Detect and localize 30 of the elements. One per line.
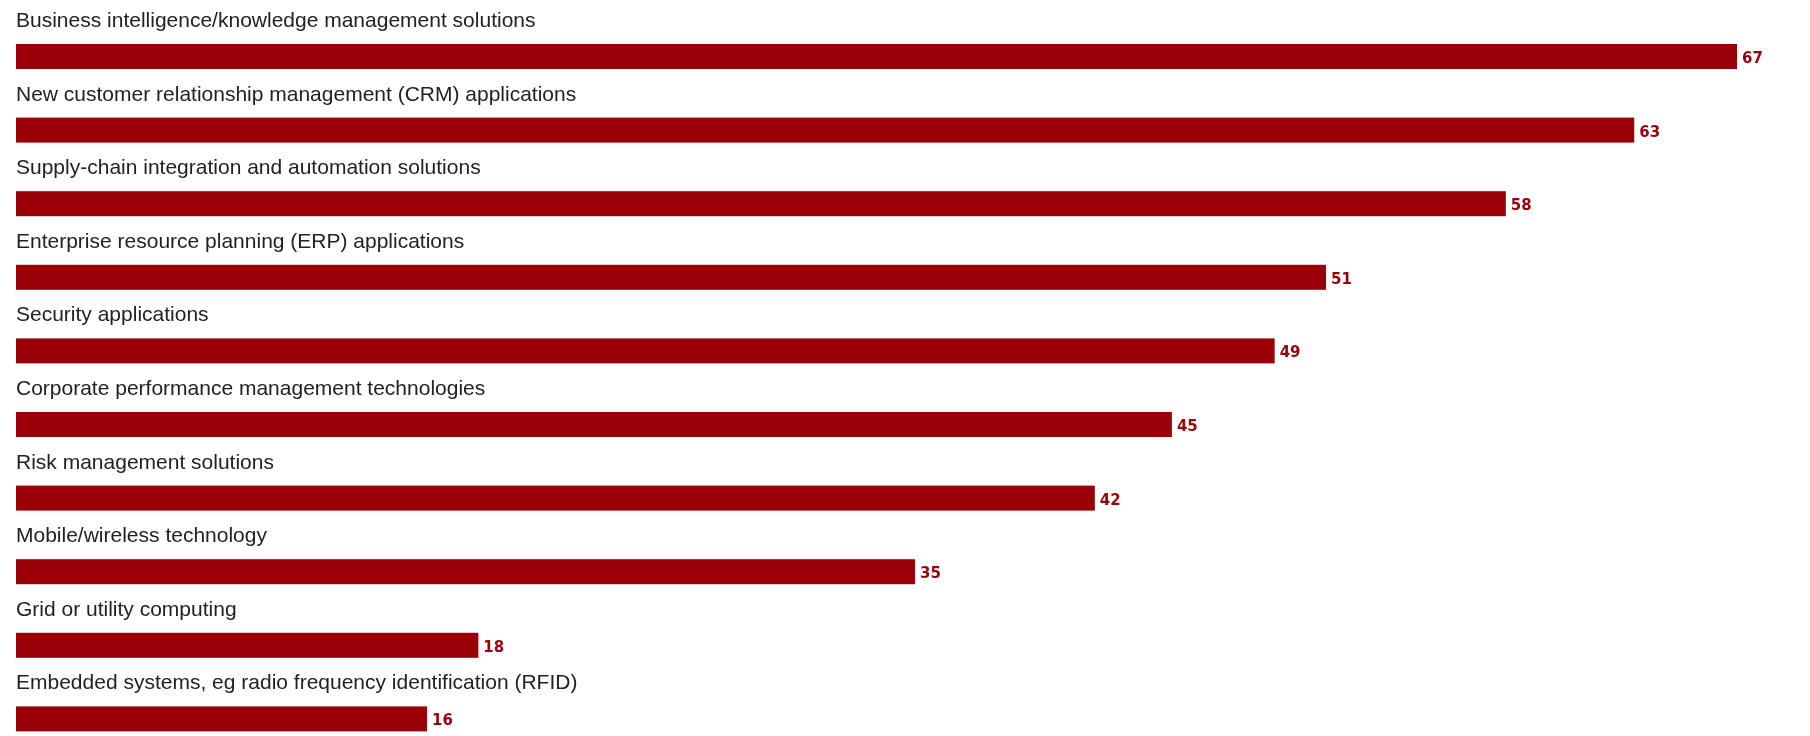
bar bbox=[16, 706, 427, 732]
data-label: 16 bbox=[431, 711, 453, 730]
bar bbox=[16, 117, 1635, 143]
bar bbox=[16, 485, 1095, 511]
bar bbox=[16, 44, 1737, 69]
bar bbox=[16, 412, 1172, 437]
y-tick-label: Supply-chain integration and automation solutions bbox=[16, 155, 481, 179]
data-label: 35 bbox=[920, 564, 941, 583]
bar bbox=[16, 264, 1327, 290]
data-label: 49 bbox=[1279, 343, 1301, 362]
data-label: 45 bbox=[1176, 417, 1198, 435]
data-label: 67 bbox=[1742, 49, 1763, 67]
bar bbox=[16, 632, 479, 658]
y-tick-label: Enterprise resource planning (ERP) applications bbox=[16, 228, 465, 252]
bar bbox=[16, 338, 1275, 364]
y-tick-label: Grid or utility computing bbox=[16, 596, 237, 620]
data-label: 42 bbox=[1099, 490, 1121, 509]
y-tick-label: Embedded systems, eg radio frequency identification (RFID) bbox=[16, 670, 578, 694]
bar bbox=[16, 191, 1506, 217]
y-tick-label: Mobile/wireless technology bbox=[16, 523, 268, 547]
data-label: 51 bbox=[1331, 269, 1352, 288]
data-label: 58 bbox=[1510, 196, 1532, 215]
data-label: 63 bbox=[1639, 122, 1661, 141]
y-tick-label: Business intelligence/knowledge management solutions bbox=[16, 8, 536, 31]
y-tick-label: Risk management solutions bbox=[16, 449, 274, 473]
bar bbox=[16, 559, 916, 585]
y-tick-label: New customer relationship management (CRM) applications bbox=[16, 81, 577, 105]
data-label: 18 bbox=[483, 637, 505, 656]
y-tick-label: Corporate performance management technologies bbox=[16, 376, 486, 399]
y-tick-label: Security applications bbox=[16, 302, 209, 326]
